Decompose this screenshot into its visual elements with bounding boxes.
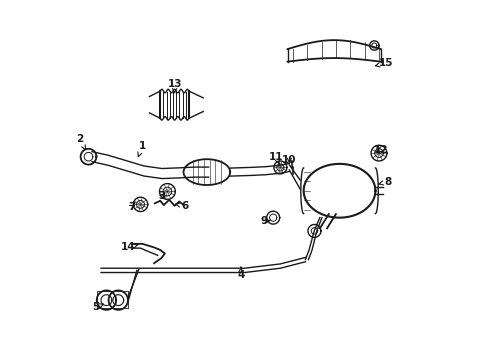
Text: 7: 7	[127, 202, 135, 212]
Text: 4: 4	[237, 267, 244, 280]
Text: 12: 12	[373, 144, 387, 154]
Text: 2: 2	[76, 134, 85, 149]
Text: 13: 13	[167, 79, 182, 93]
Text: 5: 5	[92, 302, 103, 312]
Text: 9: 9	[260, 216, 270, 226]
Text: 11: 11	[268, 152, 283, 165]
Text: 15: 15	[375, 58, 393, 68]
Text: 3: 3	[158, 191, 165, 201]
Text: 14: 14	[121, 242, 138, 252]
Text: 8: 8	[378, 177, 391, 187]
Text: 10: 10	[282, 155, 296, 165]
Text: 1: 1	[138, 141, 145, 157]
Text: 6: 6	[175, 201, 188, 211]
